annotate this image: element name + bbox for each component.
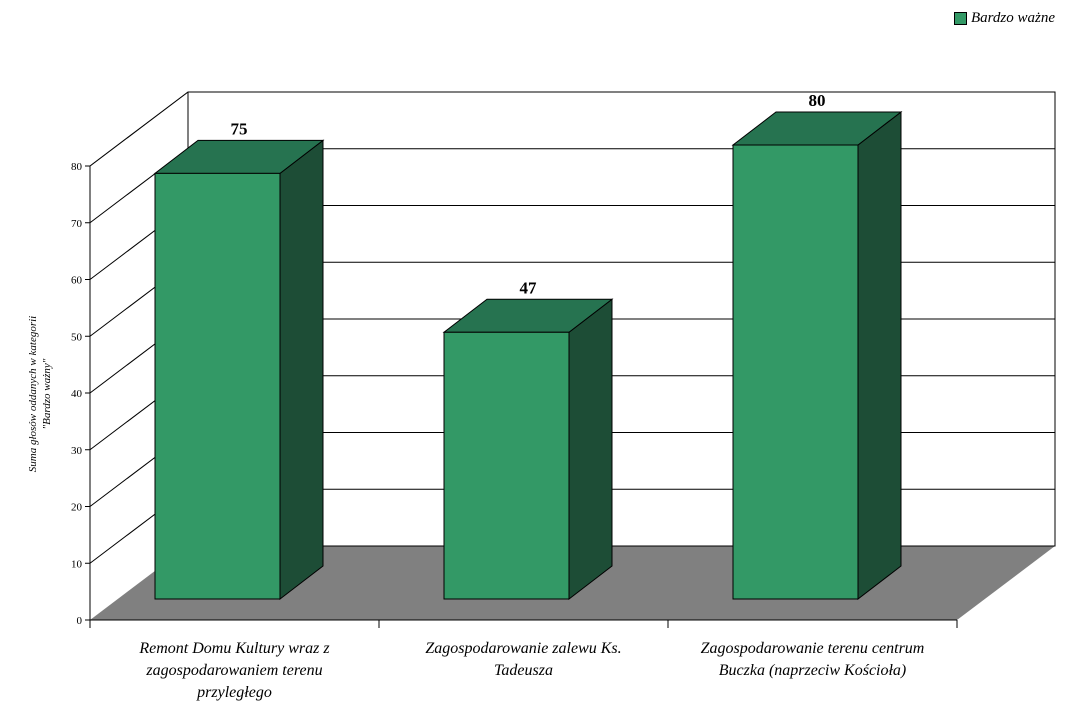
y-tick-label: 40 <box>71 388 83 400</box>
x-tick-label: Zagospodarowanie zalewu Ks. <box>425 640 621 657</box>
x-tick-label: Zagospodarowanie terenu centrum <box>701 640 925 657</box>
y-axis-title: Suma głosów oddanych w kategorii "Bardzo… <box>26 234 54 554</box>
y-tick-label: 10 <box>71 558 83 570</box>
x-tick-label: Remont Domu Kultury wraz z <box>138 640 330 657</box>
y-tick-label: 80 <box>71 161 83 173</box>
bar <box>443 331 570 600</box>
y-axis-title-line: "Bardzo ważny" <box>41 358 53 430</box>
bar <box>732 144 859 600</box>
legend: Bardzo ważne <box>953 10 1055 27</box>
x-tick-label: Tadeusza <box>494 662 553 679</box>
bar <box>154 172 281 600</box>
data-label: 75 <box>231 119 248 138</box>
y-tick-label: 70 <box>71 218 83 230</box>
y-tick-label: 50 <box>71 331 83 343</box>
legend-swatch <box>953 12 967 25</box>
bar-side <box>279 139 324 601</box>
bar-side <box>857 110 902 601</box>
y-tick-label: 30 <box>71 445 83 457</box>
data-label: 80 <box>809 91 826 110</box>
x-tick-label: zagospodarowaniem terenu <box>145 662 322 679</box>
gridline-side <box>89 91 189 167</box>
x-tick-label: Buczka (naprzeciw Kościoła) <box>719 662 907 679</box>
y-tick-label: 0 <box>77 615 83 627</box>
x-tick-label: przyległego <box>196 684 272 701</box>
legend-label: Bardzo ważne <box>970 10 1055 26</box>
y-tick-label: 20 <box>71 502 83 514</box>
bar-side <box>568 298 613 601</box>
y-axis-title-line: Suma głosów oddanych w kategorii <box>27 315 39 473</box>
y-tick-label: 60 <box>71 275 83 287</box>
data-label: 47 <box>520 278 538 297</box>
